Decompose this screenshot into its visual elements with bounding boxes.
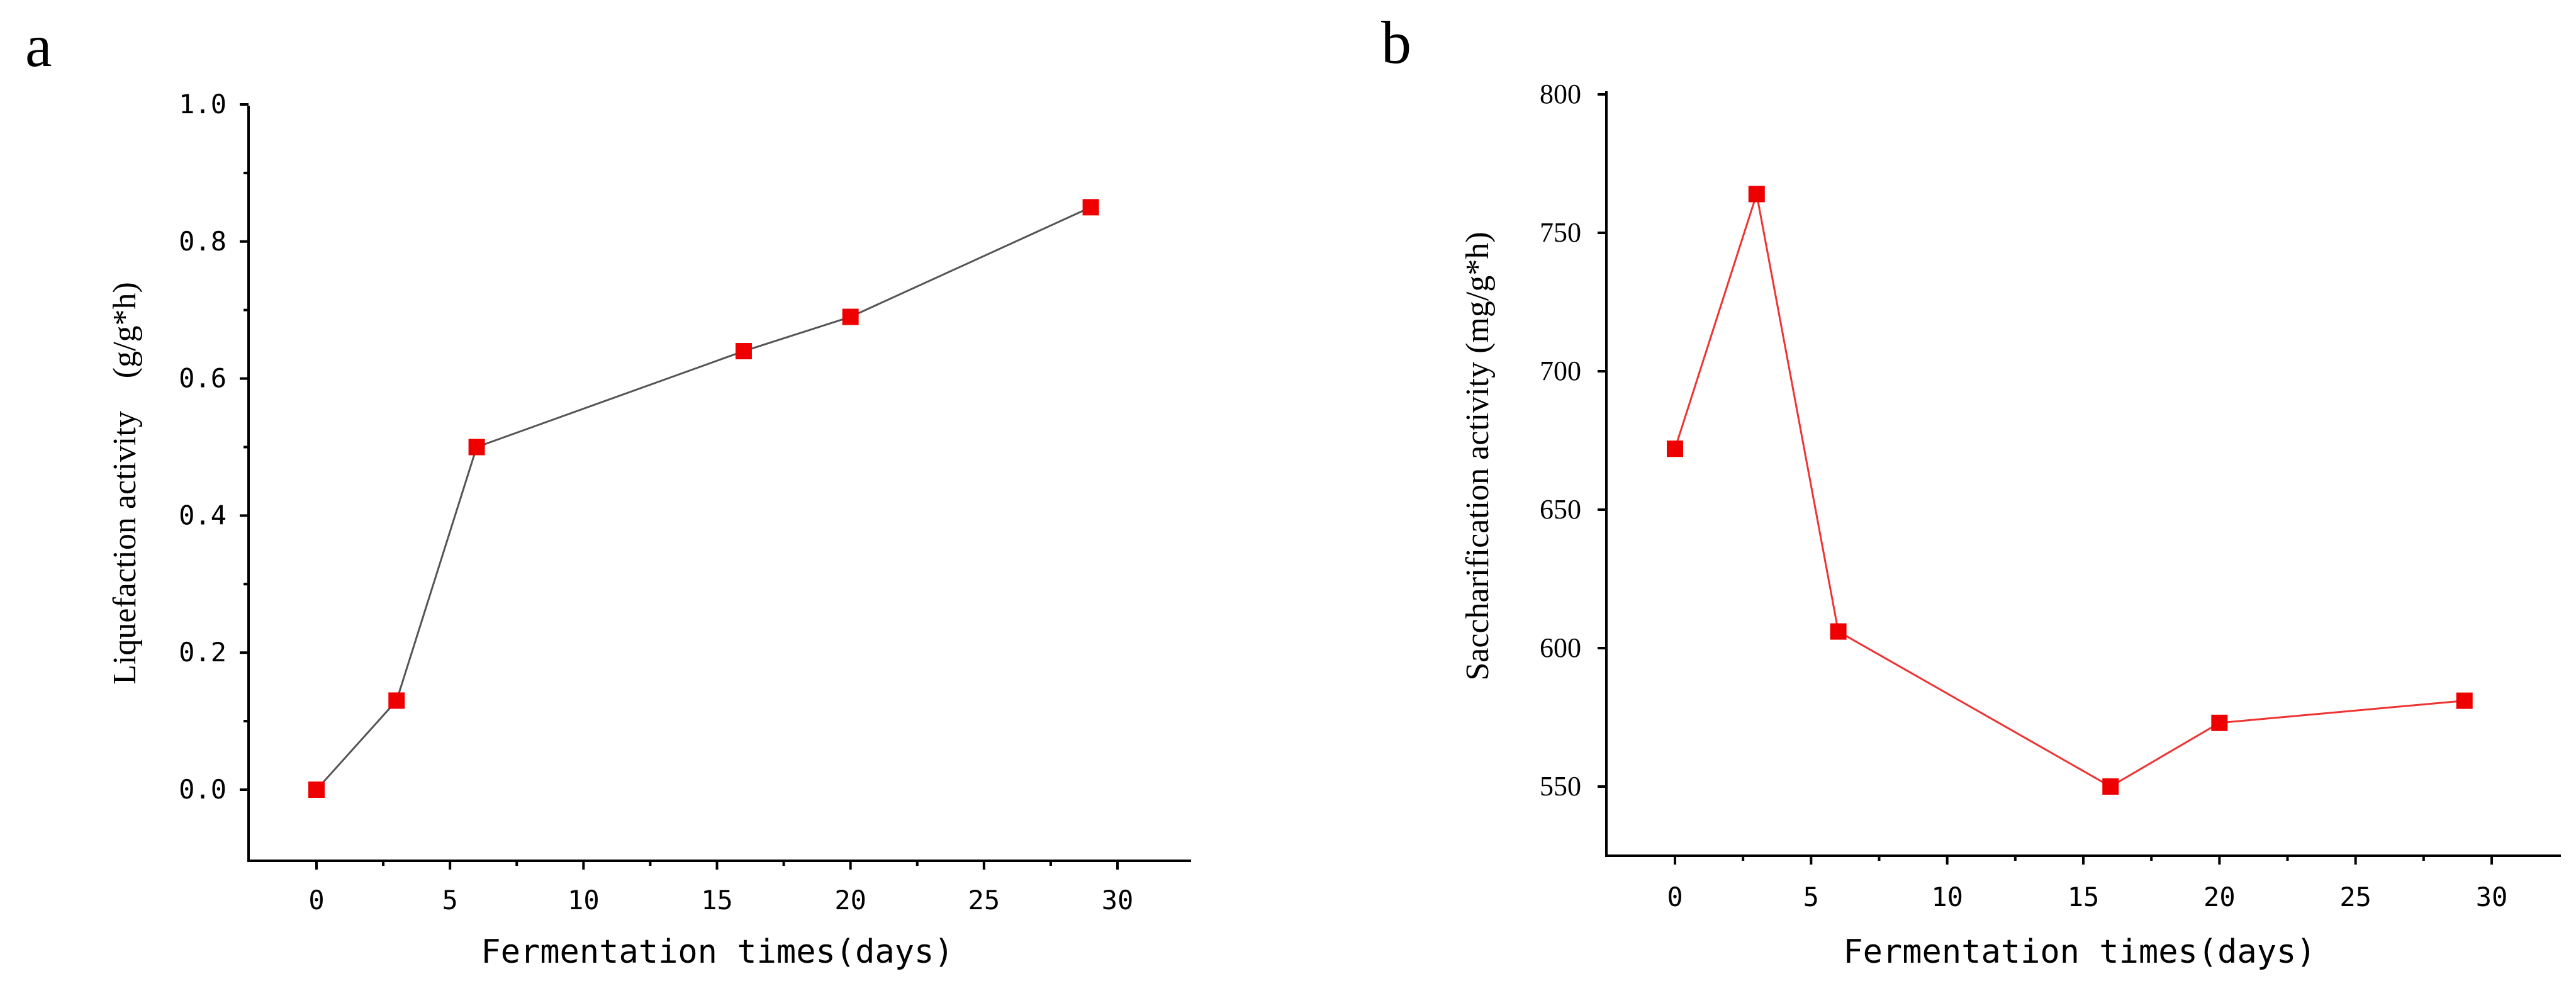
panel-b-letter: b [1381, 9, 1411, 76]
panel-b-series [1667, 186, 2473, 795]
panel-a-data-point [1082, 199, 1099, 216]
panel-a-y-tick-label: 0.0 [179, 774, 227, 805]
panel-b-x-tick-label: 5 [1803, 882, 1819, 912]
panel-a-letter: a [25, 12, 52, 79]
panel-b-y-tick-label: 600 [1540, 632, 1581, 663]
panel-b-y-tick-label: 650 [1540, 494, 1581, 525]
panel-b-data-point [1830, 623, 1847, 640]
panel-a-y-tick-label: 0.4 [179, 500, 227, 530]
panel-a-x-tick-label: 20 [834, 885, 866, 916]
panel-a-y-tick-label: 0.2 [179, 637, 227, 668]
panel-a-data-point [308, 782, 325, 798]
panel-a-y-tick-label: 0.6 [179, 363, 227, 394]
panel-a-x-tick-label: 30 [1102, 885, 1134, 916]
panel-a: a 0 5 10 15 20 25 30 0.0 0.2 0.4 0.6 0.8 1.0 Ferment… [25, 12, 1191, 971]
panel-b-y-tick-label: 550 [1540, 771, 1581, 802]
panel-b: b 0 5 10 15 20 25 30 550 600 650 700 750 800 Ferment… [1381, 9, 2561, 971]
panel-b-series-line [1674, 193, 2465, 788]
panel-b-data-point [2456, 692, 2473, 709]
panel-a-y-tick-label: 0.8 [179, 226, 227, 257]
panel-b-y-tick-label: 750 [1540, 217, 1581, 248]
panel-a-ticks: 0 5 10 15 20 25 30 0.0 0.2 0.4 0.6 0.8 1.0 [179, 89, 1133, 916]
panel-b-x-tick-label: 10 [1931, 882, 1963, 912]
panel-b-x-tick-label: 0 [1667, 882, 1683, 912]
panel-a-x-tick-label: 0 [308, 885, 324, 916]
panel-a-data-point [388, 692, 405, 709]
panel-b-x-tick-label: 15 [2068, 882, 2100, 912]
panel-b-y-tick-label: 700 [1540, 356, 1581, 386]
panel-a-data-point [468, 439, 485, 456]
panel-a-x-axis-title: Fermentation times(days) [481, 933, 953, 971]
panel-a-y-tick-label: 1.0 [179, 89, 227, 120]
panel-b-data-point [1748, 186, 1765, 203]
panel-a-data-point [842, 308, 859, 325]
panel-b-data-point [2102, 778, 2119, 795]
panel-b-x-tick-label: 20 [2204, 882, 2236, 912]
panel-b-x-axis-title: Fermentation times(days) [1843, 933, 2316, 971]
panel-b-ticks: 0 5 10 15 20 25 30 550 600 650 700 750 800 [1540, 79, 2507, 912]
panel-b-data-point [1667, 440, 1683, 457]
panel-b-x-tick-label: 30 [2476, 882, 2508, 912]
panel-b-x-tick-label: 25 [2339, 882, 2372, 912]
panel-a-y-axis-title: Liquefaction activity (g/g*h) [107, 282, 143, 685]
panel-a-x-tick-label: 15 [701, 885, 733, 916]
panel-b-data-point [2211, 714, 2228, 731]
panel-a-x-tick-label: 5 [442, 885, 458, 916]
panel-a-data-point [735, 343, 752, 360]
panel-b-y-tick-label: 800 [1540, 79, 1581, 109]
panel-b-y-axis-title: Saccharification activity (mg/g*h) [1460, 232, 1496, 680]
panel-a-series [308, 199, 1099, 798]
panel-a-x-tick-label: 10 [568, 885, 600, 916]
panel-a-series-line [315, 206, 1092, 791]
panel-a-x-tick-label: 25 [968, 885, 1000, 916]
